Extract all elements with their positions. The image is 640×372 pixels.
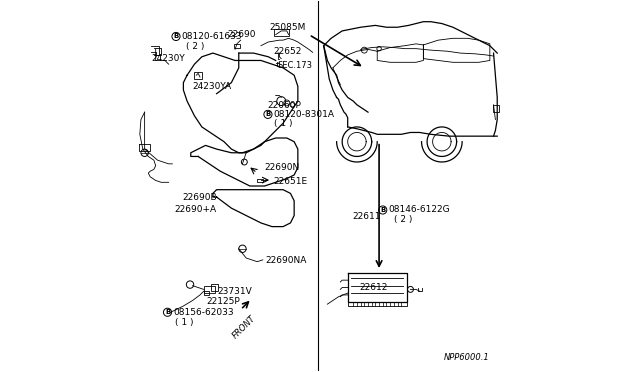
- Text: ( 1 ): ( 1 ): [274, 119, 292, 128]
- Text: 22690N: 22690N: [264, 163, 299, 171]
- Text: 24230Y: 24230Y: [151, 54, 185, 63]
- Text: ( 1 ): ( 1 ): [175, 318, 194, 327]
- Text: 22690B: 22690B: [182, 193, 217, 202]
- Text: B: B: [173, 33, 179, 39]
- Text: 22690+A: 22690+A: [174, 205, 216, 214]
- Text: 22652: 22652: [274, 48, 302, 57]
- Text: 22612: 22612: [360, 283, 388, 292]
- Text: FRONT: FRONT: [231, 313, 258, 340]
- Text: 08146-6122G: 08146-6122G: [388, 205, 450, 215]
- Text: B: B: [165, 309, 170, 315]
- Text: 23731V: 23731V: [218, 287, 252, 296]
- Text: B: B: [380, 207, 385, 213]
- Text: 22125P: 22125P: [206, 297, 240, 306]
- Text: 22690: 22690: [227, 30, 255, 39]
- Text: 22060P: 22060P: [268, 101, 301, 110]
- Text: NPP6000.1: NPP6000.1: [444, 353, 490, 362]
- Text: SEC.173: SEC.173: [278, 61, 312, 70]
- Text: 08156-62033: 08156-62033: [173, 308, 234, 317]
- Text: 25085M: 25085M: [269, 23, 305, 32]
- Text: 08120-8301A: 08120-8301A: [273, 110, 335, 119]
- Text: 22651E: 22651E: [274, 177, 308, 186]
- Text: 08120-61633: 08120-61633: [182, 32, 242, 41]
- Text: 22690NA: 22690NA: [265, 256, 307, 265]
- Text: ( 2 ): ( 2 ): [394, 215, 412, 224]
- Text: ( 2 ): ( 2 ): [186, 42, 205, 51]
- Text: B: B: [266, 111, 271, 118]
- Text: 22611: 22611: [353, 212, 381, 221]
- Text: 24230YA: 24230YA: [193, 82, 232, 91]
